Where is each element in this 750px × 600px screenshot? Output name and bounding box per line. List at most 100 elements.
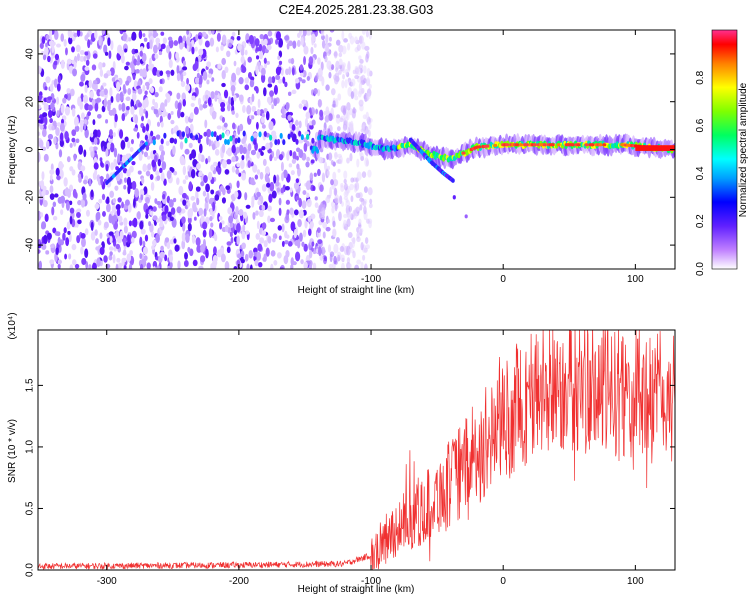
noise-blob xyxy=(202,190,207,197)
noise-blob xyxy=(301,241,305,247)
noise-blob xyxy=(139,263,144,269)
noise-blob xyxy=(58,161,64,171)
noise-blob xyxy=(69,264,74,269)
noise-blob xyxy=(228,42,232,48)
noise-blob xyxy=(160,150,166,157)
noise-blob xyxy=(146,155,151,160)
noise-blob xyxy=(257,200,261,206)
noise-blob xyxy=(346,257,351,264)
noise-streak xyxy=(300,134,304,141)
noise-blob xyxy=(99,68,104,77)
noise-blob xyxy=(190,169,196,179)
signal-peak xyxy=(493,143,498,148)
noise-blob xyxy=(193,106,199,115)
noise-blob xyxy=(308,264,313,269)
noise-blob xyxy=(328,263,334,269)
noise-blob xyxy=(278,207,282,217)
noise-blob xyxy=(145,170,151,177)
noise-blob xyxy=(142,84,146,92)
noise-blob xyxy=(204,40,210,48)
noise-blob xyxy=(145,123,150,132)
noise-blob xyxy=(122,168,128,174)
noise-blob xyxy=(38,260,43,269)
noise-blob xyxy=(56,43,61,48)
noise-blob xyxy=(314,202,319,209)
signal-peak xyxy=(590,143,595,147)
noise-blob xyxy=(286,209,290,215)
noise-blob xyxy=(184,252,188,260)
noise-blob xyxy=(359,204,363,211)
noise-blob xyxy=(254,259,259,267)
noise-blob xyxy=(99,90,105,97)
noise-blob xyxy=(298,197,302,208)
noise-blob xyxy=(264,166,270,176)
noise-blob xyxy=(255,55,260,60)
noise-blob xyxy=(126,106,130,111)
noise-blob xyxy=(200,244,205,253)
noise-blob xyxy=(356,44,361,52)
noise-streak xyxy=(229,135,233,142)
noise-blob xyxy=(206,61,211,68)
noise-blob xyxy=(182,71,187,77)
noise-blob xyxy=(199,104,204,111)
noise-blob xyxy=(89,90,95,99)
noise-blob xyxy=(154,53,159,60)
noise-blob xyxy=(364,157,369,167)
noise-blob xyxy=(298,139,304,144)
noise-blob xyxy=(319,254,324,261)
noise-blob xyxy=(276,187,281,193)
noise-blob xyxy=(80,73,86,82)
noise-blob xyxy=(51,41,56,46)
noise-blob xyxy=(60,209,64,215)
noise-blob xyxy=(332,100,336,108)
noise-blob xyxy=(335,39,341,46)
noise-blob xyxy=(90,189,94,198)
noise-blob xyxy=(44,86,48,91)
noise-blob xyxy=(290,257,294,266)
colorbar-tick-label: 0.4 xyxy=(695,166,706,180)
noise-blob xyxy=(346,211,352,220)
noise-blob xyxy=(165,92,170,98)
noise-blob xyxy=(155,233,160,243)
colorbar-scale xyxy=(711,29,738,270)
noise-blob xyxy=(325,226,331,232)
noise-blob xyxy=(38,65,42,75)
noise-blob xyxy=(294,78,300,84)
noise-blob xyxy=(208,139,212,147)
noise-blob xyxy=(117,197,122,203)
noise-blob xyxy=(221,82,226,88)
bottom-ylabel: SNR (10 * v/v) xyxy=(7,419,18,483)
noise-blob xyxy=(220,44,224,51)
noise-blob xyxy=(302,190,307,195)
noise-blob xyxy=(42,54,47,61)
noise-blob xyxy=(126,169,131,177)
noise-blob xyxy=(301,79,306,84)
noise-blob xyxy=(209,216,213,222)
noise-blob xyxy=(326,165,331,170)
noise-blob xyxy=(127,88,132,96)
noise-blob xyxy=(280,187,285,194)
noise-blob xyxy=(119,129,124,139)
noise-blob xyxy=(45,140,50,150)
noise-blob xyxy=(38,249,41,254)
noise-blob xyxy=(194,46,198,52)
noise-blob xyxy=(101,105,106,113)
noise-blob xyxy=(76,235,81,244)
noise-blob xyxy=(90,231,96,241)
noise-blob xyxy=(200,255,206,263)
noise-blob xyxy=(162,193,166,200)
noise-blob xyxy=(311,119,316,126)
noise-blob xyxy=(108,231,114,236)
noise-blob xyxy=(217,161,221,168)
noise-streak xyxy=(306,133,310,140)
noise-blob xyxy=(251,105,257,112)
noise-blob xyxy=(96,97,102,103)
noise-blob xyxy=(250,115,255,120)
noise-blob xyxy=(236,162,241,168)
noise-blob xyxy=(173,40,179,46)
noise-blob xyxy=(189,153,193,161)
noise-blob xyxy=(74,125,80,132)
noise-blob xyxy=(45,76,51,84)
noise-blob xyxy=(334,194,340,204)
noise-blob xyxy=(123,265,127,269)
